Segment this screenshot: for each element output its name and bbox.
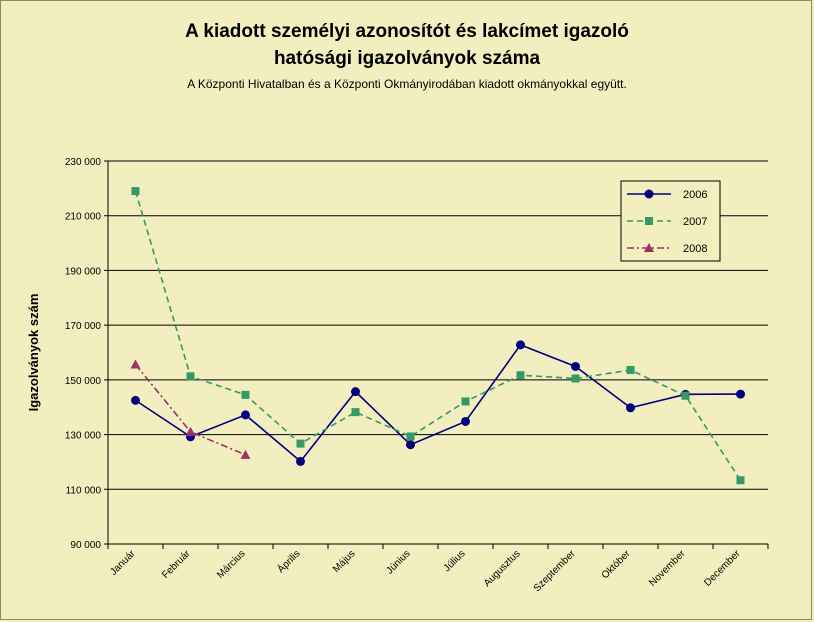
data-point-2006 [516, 340, 525, 350]
data-point-2007 [241, 390, 250, 399]
y-tick-label: 90 000 [70, 540, 101, 551]
y-tick-label: 170 000 [65, 321, 102, 332]
data-point-2007 [406, 432, 415, 441]
x-tick-label: Június [384, 548, 412, 576]
chart-title-line-2: hatósági igazolványok száma [273, 48, 541, 69]
x-tick-label: Augusztus [482, 548, 523, 589]
x-tick-label: Március [215, 548, 248, 581]
data-point-2006 [241, 410, 250, 420]
series-line-2006 [135, 343, 741, 463]
x-tick-label: November [647, 548, 688, 589]
legend-label-2008: 2008 [683, 243, 707, 255]
series-line-2007 [134, 190, 742, 481]
data-point-2007 [131, 187, 140, 196]
data-point-2008 [240, 449, 251, 459]
chart-title-line-1: A kiadott személyi azonosítót és lakcíme… [185, 21, 629, 42]
data-point-2008 [130, 359, 141, 369]
chart-subtitle: A Központi Hivatalban és a Központi Okmá… [187, 77, 627, 91]
x-tick-label: Szeptember [532, 548, 578, 594]
data-point-2007 [681, 391, 690, 400]
legend-label-2007: 2007 [683, 216, 707, 228]
data-point-2006 [461, 416, 470, 426]
data-point-2007 [571, 374, 580, 383]
y-tick-label: 230 000 [65, 157, 102, 168]
x-tick-label: Május [331, 548, 358, 575]
y-tick-label: 210 000 [65, 212, 102, 223]
data-point-2006 [736, 389, 745, 399]
legend-label-2006: 2006 [683, 189, 707, 201]
x-tick-label: Április [274, 547, 302, 575]
data-point-2007 [461, 397, 470, 406]
data-point-2008 [185, 426, 196, 436]
x-tick-label: Január [108, 548, 138, 578]
x-tick-label: Február [160, 548, 193, 581]
y-tick-label: 130 000 [65, 431, 102, 442]
data-point-2006 [131, 395, 140, 405]
x-tick-label: Július [442, 548, 468, 574]
y-tick-label: 190 000 [65, 266, 102, 277]
data-point-2007 [736, 476, 745, 485]
data-point-2006 [626, 403, 635, 413]
data-point-2006 [406, 440, 415, 450]
data-point-2006 [351, 387, 360, 397]
data-point-2007 [516, 371, 525, 380]
chart-title: A kiadott személyi azonosítót és lakcíme… [0, 18, 814, 72]
legend-marker-2007 [645, 217, 653, 225]
y-tick-label: 150 000 [65, 376, 102, 387]
data-point-2006 [571, 361, 580, 371]
legend-marker-2008 [644, 243, 654, 252]
y-axis-title: Igazolványok szám [26, 294, 41, 412]
data-point-2007 [351, 408, 360, 417]
data-point-2007 [296, 439, 305, 448]
x-tick-label: December [702, 548, 743, 589]
data-point-2007 [626, 366, 635, 375]
legend-marker-2006 [644, 189, 654, 199]
data-point-2007 [186, 372, 195, 381]
x-tick-label: Október [600, 548, 633, 581]
y-tick-label: 110 000 [66, 485, 102, 496]
data-point-2006 [296, 456, 305, 466]
